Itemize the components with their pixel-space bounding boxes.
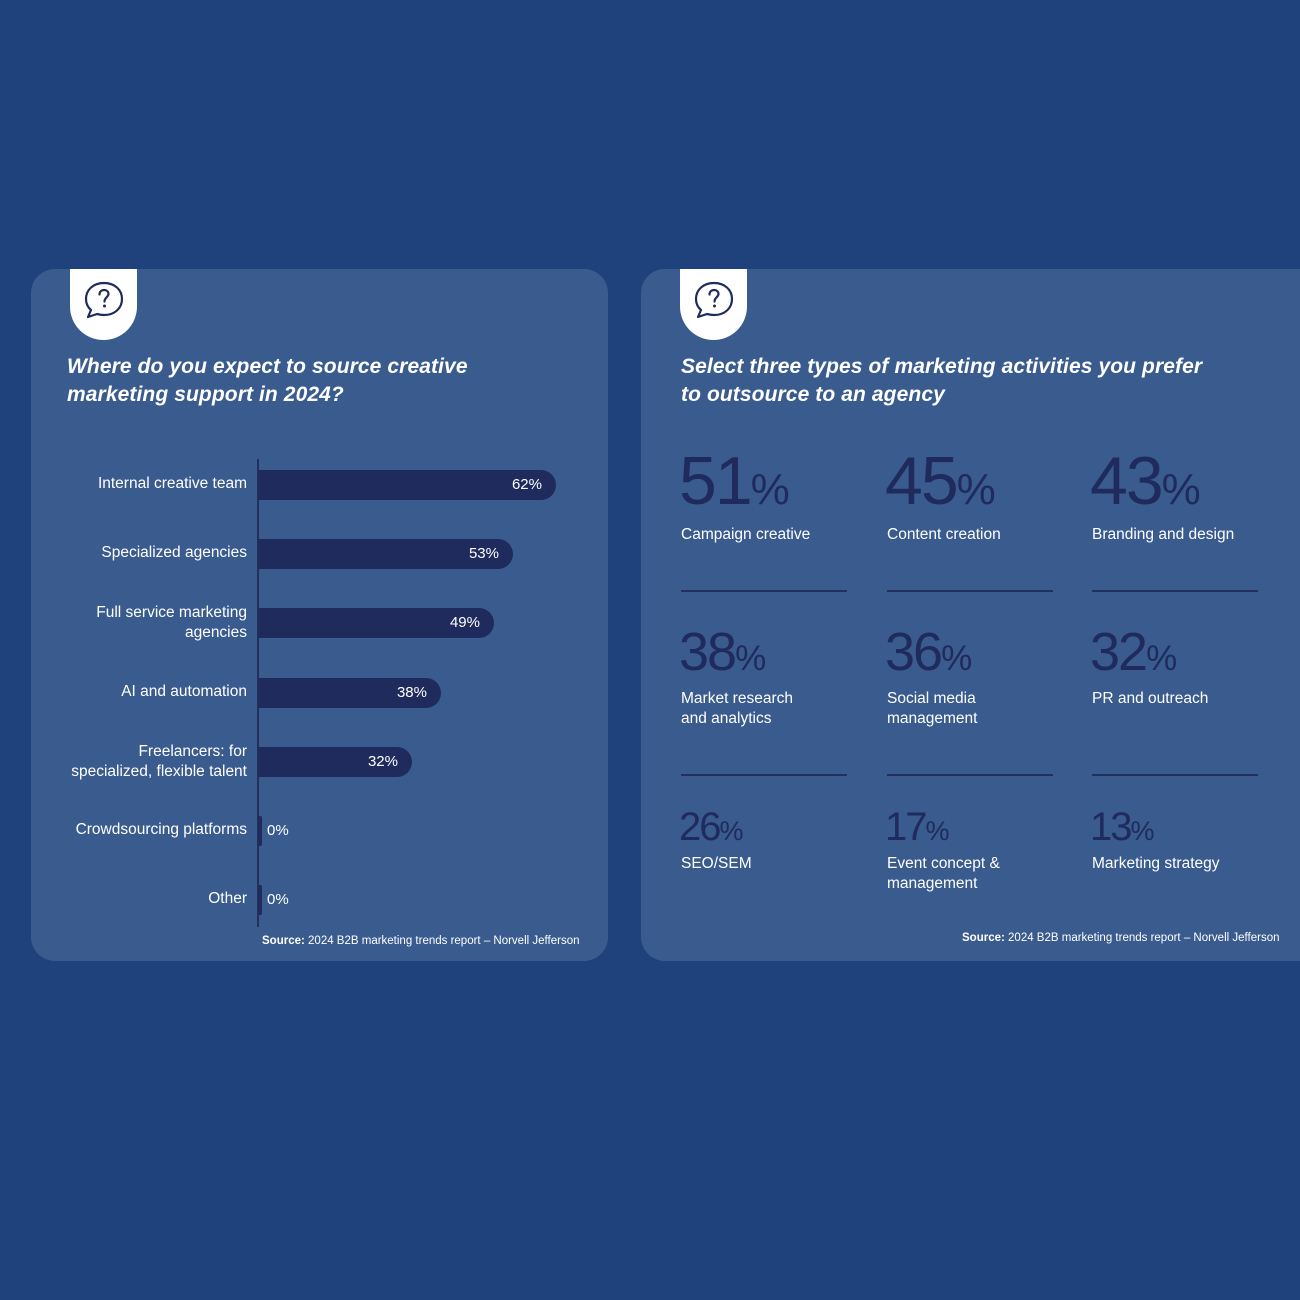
source-text: 2024 B2B marketing trends report – Norve… bbox=[304, 935, 580, 947]
stat-number: 45 bbox=[885, 443, 959, 519]
stat-value: 26% bbox=[679, 807, 845, 851]
stat-item: 38% bbox=[679, 625, 845, 686]
stat-value: 17% bbox=[885, 807, 1051, 851]
stat-value: 43% bbox=[1090, 447, 1256, 524]
stat-item: 26% bbox=[679, 807, 845, 851]
stat-item: 51% bbox=[679, 447, 845, 524]
stat-value: 32% bbox=[1090, 625, 1256, 686]
stat-percent-sign: % bbox=[735, 639, 767, 678]
title-line-1: Select three types of marketing activiti… bbox=[681, 355, 1203, 378]
question-speech-bubble-icon bbox=[84, 281, 124, 319]
stat-label: PR and outreach bbox=[1092, 690, 1209, 707]
bar bbox=[258, 539, 513, 569]
bar bbox=[258, 816, 262, 846]
bar-value-label: 62% bbox=[511, 476, 542, 493]
question-speech-bubble-icon bbox=[694, 281, 734, 319]
bar-category-label: Full service marketing agencies bbox=[96, 604, 247, 641]
title-line-2: marketing support in 2024? bbox=[67, 383, 344, 406]
stat-item: 32% bbox=[1090, 625, 1256, 686]
title-line-1: Where do you expect to source creative bbox=[67, 355, 468, 378]
bar-category-label: AI and automation bbox=[121, 683, 247, 700]
stat-number: 38 bbox=[679, 622, 737, 682]
bar bbox=[258, 470, 556, 500]
stat-value: 38% bbox=[679, 625, 845, 686]
stat-label: Marketing strategy bbox=[1092, 855, 1220, 872]
row-divider bbox=[1092, 590, 1258, 592]
bar-category-label: Crowdsourcing platforms bbox=[75, 821, 247, 838]
left-chart-title: Where do you expect to source creative m… bbox=[67, 353, 468, 409]
stat-number: 36 bbox=[885, 622, 943, 682]
row-divider bbox=[681, 590, 847, 592]
right-panel-title: Select three types of marketing activiti… bbox=[681, 353, 1202, 409]
stat-value: 13% bbox=[1090, 807, 1256, 851]
stat-value: 36% bbox=[885, 625, 1051, 686]
row-divider bbox=[887, 774, 1053, 776]
stat-percent-sign: % bbox=[941, 639, 973, 678]
row-divider bbox=[887, 590, 1053, 592]
stat-value: 51% bbox=[679, 447, 845, 524]
stat-item: 43% bbox=[1090, 447, 1256, 524]
bar bbox=[258, 747, 412, 777]
bar-value-label: 49% bbox=[449, 614, 480, 631]
bar bbox=[258, 885, 262, 915]
stat-label: Branding and design bbox=[1092, 526, 1235, 543]
stat-number: 51 bbox=[679, 443, 753, 519]
stat-number: 43 bbox=[1090, 443, 1164, 519]
row-divider bbox=[681, 774, 847, 776]
title-line-2: to outsource to an agency bbox=[681, 383, 945, 406]
stat-item: 17% bbox=[885, 807, 1051, 851]
stat-percent-sign: % bbox=[719, 816, 744, 846]
stat-percent-sign: % bbox=[1146, 639, 1178, 678]
stat-label: Market research and analytics bbox=[681, 690, 793, 727]
stat-percent-sign: % bbox=[925, 816, 950, 846]
question-badge bbox=[680, 269, 747, 340]
right-card: Select three types of marketing activiti… bbox=[641, 269, 1300, 961]
bar-value-label: 53% bbox=[468, 545, 499, 562]
stat-item: 45% bbox=[885, 447, 1051, 524]
stat-percent-sign: % bbox=[750, 465, 790, 514]
stat-label: Event concept & management bbox=[887, 855, 1000, 892]
stat-value: 45% bbox=[885, 447, 1051, 524]
stat-item: 13% bbox=[1090, 807, 1256, 851]
bar-category-label: Freelancers: for specialized, flexible t… bbox=[71, 743, 247, 780]
question-badge bbox=[70, 269, 137, 340]
source-text: 2024 B2B marketing trends report – Norve… bbox=[1004, 932, 1280, 944]
stat-percent-sign: % bbox=[1130, 816, 1155, 846]
bar-value-label: 0% bbox=[267, 891, 289, 908]
left-source-note: Source: 2024 B2B marketing trends report… bbox=[262, 935, 579, 947]
stat-item: 36% bbox=[885, 625, 1051, 686]
bar bbox=[258, 678, 441, 708]
bar-category-label: Other bbox=[208, 890, 247, 907]
source-label: Source: bbox=[262, 935, 305, 947]
stat-label: Content creation bbox=[887, 526, 1001, 543]
bar-value-label: 0% bbox=[267, 822, 289, 839]
stat-number: 32 bbox=[1090, 622, 1148, 682]
stat-number: 26 bbox=[679, 805, 721, 849]
bar-value-label: 38% bbox=[396, 684, 427, 701]
bar-category-label: Internal creative team bbox=[97, 475, 247, 492]
bar-category-label: Specialized agencies bbox=[101, 544, 247, 561]
stat-number: 17 bbox=[885, 805, 927, 849]
stat-number: 13 bbox=[1090, 805, 1132, 849]
source-label: Source: bbox=[962, 932, 1005, 944]
bar-value-label: 32% bbox=[367, 753, 398, 770]
bar bbox=[258, 608, 494, 638]
row-divider bbox=[1092, 774, 1258, 776]
stat-label: Social media management bbox=[887, 690, 978, 727]
stat-label: Campaign creative bbox=[681, 526, 811, 543]
stat-percent-sign: % bbox=[956, 465, 996, 514]
right-source-note: Source: 2024 B2B marketing trends report… bbox=[962, 932, 1279, 944]
left-card: Where do you expect to source creative m… bbox=[31, 269, 608, 961]
stat-label: SEO/SEM bbox=[681, 855, 752, 872]
stat-percent-sign: % bbox=[1161, 465, 1201, 514]
